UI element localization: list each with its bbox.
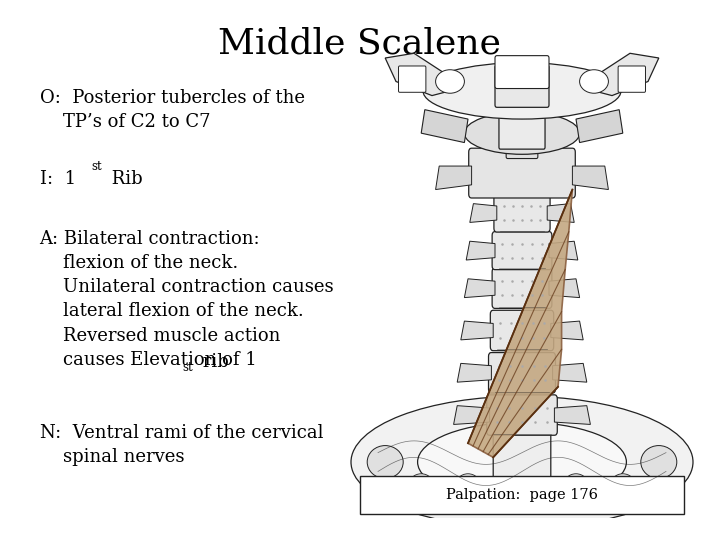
- Polygon shape: [547, 204, 575, 222]
- FancyBboxPatch shape: [618, 66, 646, 92]
- Ellipse shape: [464, 112, 580, 154]
- FancyBboxPatch shape: [360, 476, 684, 514]
- Ellipse shape: [367, 446, 403, 478]
- Polygon shape: [385, 53, 450, 96]
- Polygon shape: [436, 166, 472, 190]
- Ellipse shape: [641, 446, 677, 478]
- Text: N:  Ventral rami of the cervical
    spinal nerves: N: Ventral rami of the cervical spinal n…: [40, 424, 323, 466]
- Polygon shape: [594, 53, 659, 96]
- Polygon shape: [467, 241, 495, 260]
- FancyBboxPatch shape: [493, 396, 551, 490]
- Ellipse shape: [455, 474, 481, 497]
- Text: I:  1: I: 1: [40, 170, 76, 188]
- Ellipse shape: [423, 63, 621, 119]
- FancyBboxPatch shape: [494, 194, 550, 232]
- FancyBboxPatch shape: [499, 112, 545, 149]
- FancyBboxPatch shape: [492, 268, 552, 308]
- FancyBboxPatch shape: [469, 148, 575, 198]
- Polygon shape: [421, 110, 468, 143]
- Text: Rib: Rib: [106, 170, 143, 188]
- Ellipse shape: [409, 474, 433, 497]
- Polygon shape: [572, 166, 608, 190]
- Text: O:  Posterior tubercles of the
    TP’s of C2 to C7: O: Posterior tubercles of the TP’s of C2…: [40, 89, 305, 131]
- Polygon shape: [461, 321, 493, 340]
- Ellipse shape: [418, 422, 626, 502]
- Ellipse shape: [351, 396, 693, 528]
- FancyBboxPatch shape: [495, 65, 549, 107]
- FancyBboxPatch shape: [495, 56, 549, 89]
- FancyBboxPatch shape: [506, 131, 538, 159]
- Polygon shape: [464, 279, 495, 298]
- Text: Palpation:  page 176: Palpation: page 176: [446, 488, 598, 502]
- Ellipse shape: [610, 474, 635, 497]
- Polygon shape: [549, 279, 580, 298]
- FancyBboxPatch shape: [399, 66, 426, 92]
- Ellipse shape: [436, 70, 464, 93]
- Text: st: st: [182, 361, 193, 374]
- FancyBboxPatch shape: [492, 232, 552, 269]
- Polygon shape: [549, 241, 577, 260]
- Polygon shape: [553, 363, 587, 382]
- Text: rib: rib: [197, 353, 228, 372]
- Polygon shape: [470, 204, 497, 222]
- Ellipse shape: [563, 474, 589, 497]
- FancyBboxPatch shape: [488, 353, 556, 393]
- Polygon shape: [551, 321, 583, 340]
- Polygon shape: [454, 406, 490, 424]
- Text: st: st: [91, 160, 102, 173]
- FancyBboxPatch shape: [487, 395, 557, 435]
- Text: Middle Scalene: Middle Scalene: [218, 27, 502, 61]
- Polygon shape: [554, 406, 590, 424]
- Polygon shape: [576, 110, 623, 143]
- FancyBboxPatch shape: [490, 310, 554, 350]
- Text: A: Bilateral contraction:
    flexion of the neck.
    Unilateral contraction ca: A: Bilateral contraction: flexion of the…: [40, 230, 333, 369]
- Ellipse shape: [580, 70, 608, 93]
- Polygon shape: [457, 363, 491, 382]
- Polygon shape: [468, 190, 572, 457]
